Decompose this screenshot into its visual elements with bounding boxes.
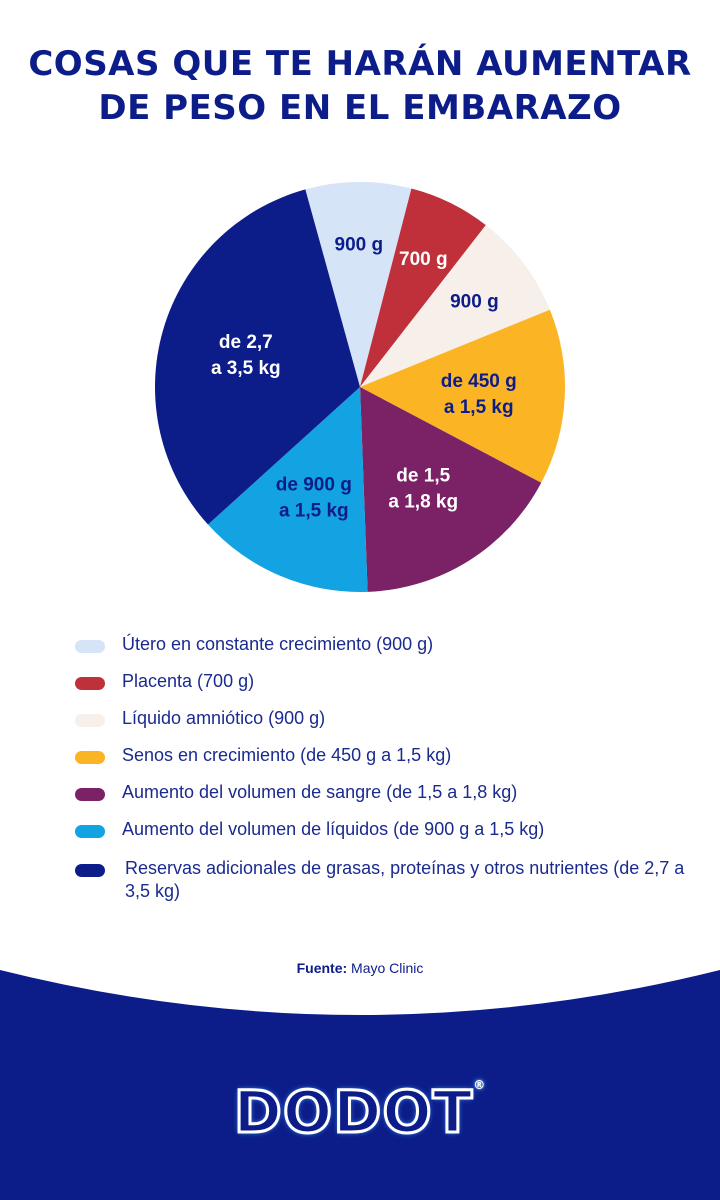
legend-item-reservas: Reservas adicionales de grasas, proteína… <box>75 857 695 903</box>
legend-item-utero: Útero en constante crecimiento (900 g) <box>75 633 695 670</box>
pie-slice-senos <box>360 309 565 483</box>
legend-swatch <box>75 677 105 690</box>
legend-label: Aumento del volumen de sangre (de 1,5 a … <box>122 782 518 802</box>
pie-slice-liquido-amniotico <box>360 225 550 387</box>
legend-label: Placenta (700 g) <box>122 671 255 691</box>
pie-label-liquido-amniotico: 900 g <box>450 291 499 312</box>
legend-swatch <box>75 825 105 838</box>
legend-item-sangre: Aumento del volumen de sangre (de 1,5 a … <box>75 781 695 818</box>
chart-legend: Útero en constante crecimiento (900 g) P… <box>75 633 695 903</box>
legend-item-senos: Senos en crecimiento (de 450 g a 1,5 kg) <box>75 744 695 781</box>
source-value: Mayo Clinic <box>351 960 424 976</box>
footer-wave <box>0 970 720 1200</box>
pie-slice-liquidos <box>207 387 368 592</box>
legend-label: Líquido amniótico (900 g) <box>122 708 326 728</box>
pie-slice-placenta <box>360 188 486 387</box>
pie-slice-utero <box>305 182 412 387</box>
pie-label-sangre: de 1,5 a 1,8 kg <box>388 466 458 513</box>
legend-item-liquidos: Aumento del volumen de líquidos (de 900 … <box>75 818 695 855</box>
source-note: Fuente: Mayo Clinic <box>0 960 720 976</box>
legend-label: Reservas adicionales de grasas, proteína… <box>125 858 685 901</box>
legend-swatch <box>75 640 105 653</box>
legend-label: Aumento del volumen de líquidos (de 900 … <box>122 819 545 839</box>
legend-swatch <box>75 714 105 727</box>
pie-slice-sangre <box>360 387 542 592</box>
legend-label: Útero en constante crecimiento (900 g) <box>122 634 434 654</box>
pie-label-placenta: 700 g <box>399 249 448 270</box>
legend-swatch <box>75 751 105 764</box>
legend-label: Senos en crecimiento (de 450 g a 1,5 kg) <box>122 745 452 765</box>
pie-slices <box>155 182 565 592</box>
dodot-logo: DODOT® <box>0 1077 720 1148</box>
pie-label-reservas: de 2,7 a 3,5 kg <box>211 332 281 379</box>
pie-slice-reservas <box>155 189 360 525</box>
legend-item-liquido-amniotico: Líquido amniótico (900 g) <box>75 707 695 744</box>
legend-swatch <box>75 788 105 801</box>
legend-item-placenta: Placenta (700 g) <box>75 670 695 707</box>
legend-swatch <box>75 864 105 877</box>
title-line-2: DE PESO EN EL EMBARAZO <box>98 88 622 128</box>
title-line-1: COSAS QUE TE HARÁN AUMENTAR <box>28 44 692 84</box>
registered-mark: ® <box>473 1078 487 1092</box>
logo-text: DODOT <box>232 1077 474 1148</box>
page-title: COSAS QUE TE HARÁN AUMENTAR DE PESO EN E… <box>0 42 720 130</box>
source-label: Fuente: <box>296 960 348 976</box>
pie-label-utero: 900 g <box>335 235 384 256</box>
